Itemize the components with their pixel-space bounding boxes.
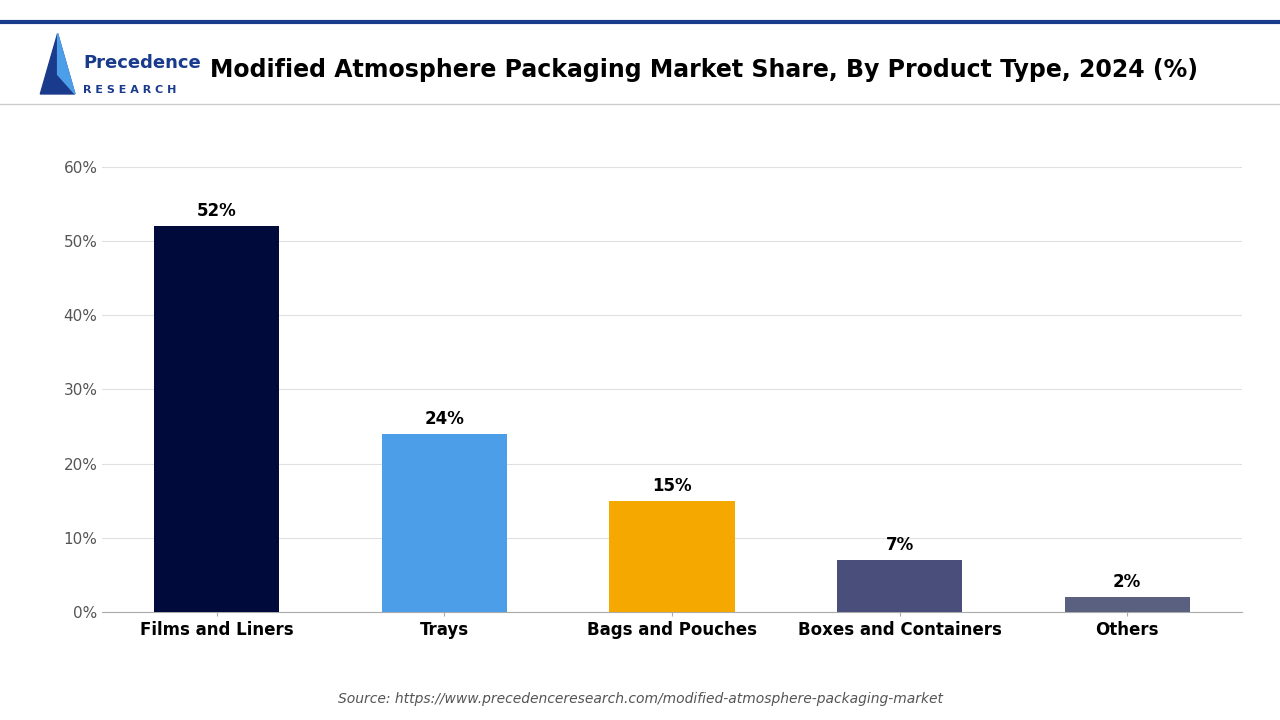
Bar <box>381 434 507 612</box>
Text: Precedence: Precedence <box>83 54 201 72</box>
Text: 2%: 2% <box>1114 573 1142 591</box>
Text: 15%: 15% <box>653 477 691 495</box>
Bar <box>154 226 279 612</box>
Bar <box>609 500 735 612</box>
Text: R E S E A R C H: R E S E A R C H <box>83 85 177 95</box>
Polygon shape <box>41 34 74 94</box>
Bar <box>837 560 963 612</box>
Text: Source: https://www.precedenceresearch.com/modified-atmosphere-packaging-market: Source: https://www.precedenceresearch.c… <box>338 692 942 706</box>
Text: Modified Atmosphere Packaging Market Share, By Product Type, 2024 (%): Modified Atmosphere Packaging Market Sha… <box>210 58 1198 81</box>
Text: 24%: 24% <box>425 410 465 428</box>
Text: 7%: 7% <box>886 536 914 554</box>
Text: 52%: 52% <box>197 202 237 220</box>
Bar <box>1065 597 1190 612</box>
Polygon shape <box>58 34 74 94</box>
